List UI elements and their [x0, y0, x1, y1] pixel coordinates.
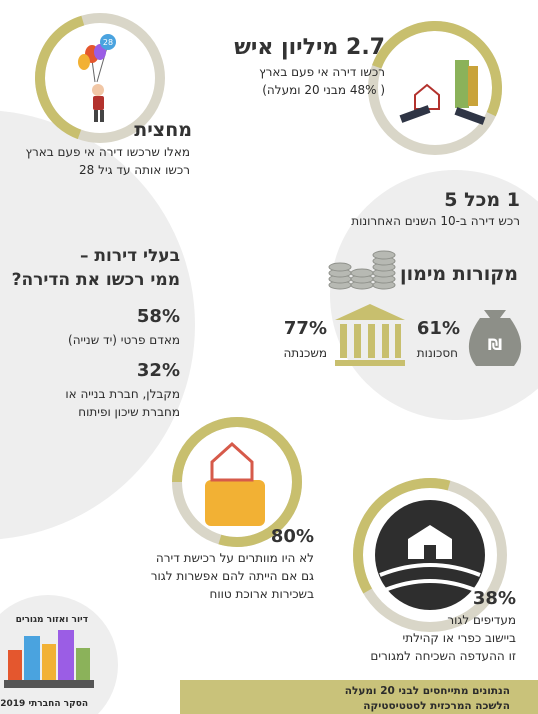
- text-line: מקבלן, חברת בנייה או: [65, 387, 180, 401]
- text-line: ביישוב כפרי או קהילתי: [402, 631, 516, 645]
- text-line: זו ההעדפה השכיחה למגורים: [370, 649, 516, 663]
- text-line: גם אם הייתה להם אפשרות לגור: [150, 569, 314, 583]
- text-line: ( 48% מבני 20 ומעלה): [262, 83, 385, 97]
- text-line: מאדם פרטי (יד שנייה): [68, 333, 180, 347]
- percent: 58%: [136, 306, 180, 327]
- footer-band: [180, 680, 538, 714]
- headline: 2.7 מיליון איש: [234, 35, 385, 60]
- percent: 61%: [416, 318, 460, 339]
- city-illustration: [4, 630, 94, 688]
- badge-survey: הסקר החברתי 2019: [0, 699, 88, 709]
- text-line: רכשו אותה עד גיל 28: [79, 163, 190, 177]
- footer-line: הלשכה המרכזית לסטטיסטיקה: [363, 700, 510, 712]
- footer-line: הנתונים מתייחסים לבני 20 ומעלה: [344, 685, 510, 697]
- text-line: בשכירות ארוכת טווח: [209, 587, 314, 601]
- text-line: מאלו שרכשו דירה אי פעם בארץ: [25, 145, 190, 159]
- money-hands: [399, 60, 486, 125]
- section-title: ממי רכשו את הדירה?: [11, 270, 180, 290]
- label: משכנתה: [283, 346, 327, 360]
- balloon-boy: 28: [78, 34, 116, 122]
- text-line: רכש דירה ב-10 השנים האחרונות: [351, 214, 520, 228]
- percent: 38%: [472, 588, 516, 609]
- headline: מחצית: [134, 119, 192, 141]
- text-line: לא היו מוותרים על רכישת דירה: [155, 551, 314, 565]
- percent: 32%: [136, 360, 180, 381]
- section-title: בעלי דירות –: [80, 246, 180, 266]
- badge-title: דיור ואזור מגורים: [15, 615, 88, 625]
- text-line: מחברת שיכון ופיתוח: [78, 405, 180, 419]
- svg-text:₪: ₪: [488, 335, 502, 354]
- text-line: מעדיפים לגור: [447, 613, 516, 627]
- headline: 1 מכל 5: [444, 189, 520, 211]
- text-line: רכשו דירה אי פעם בארץ: [259, 65, 385, 79]
- coin-stacks: [328, 250, 396, 290]
- percent: 80%: [270, 526, 314, 547]
- balloon-number: 28: [103, 38, 113, 47]
- label: חסכונות: [416, 346, 458, 360]
- bank-building: [335, 304, 405, 366]
- house-on-coins: [205, 441, 265, 526]
- percent: 77%: [283, 318, 327, 339]
- section-title: מקורות מימון: [400, 263, 518, 285]
- money-bag: ₪: [468, 310, 522, 366]
